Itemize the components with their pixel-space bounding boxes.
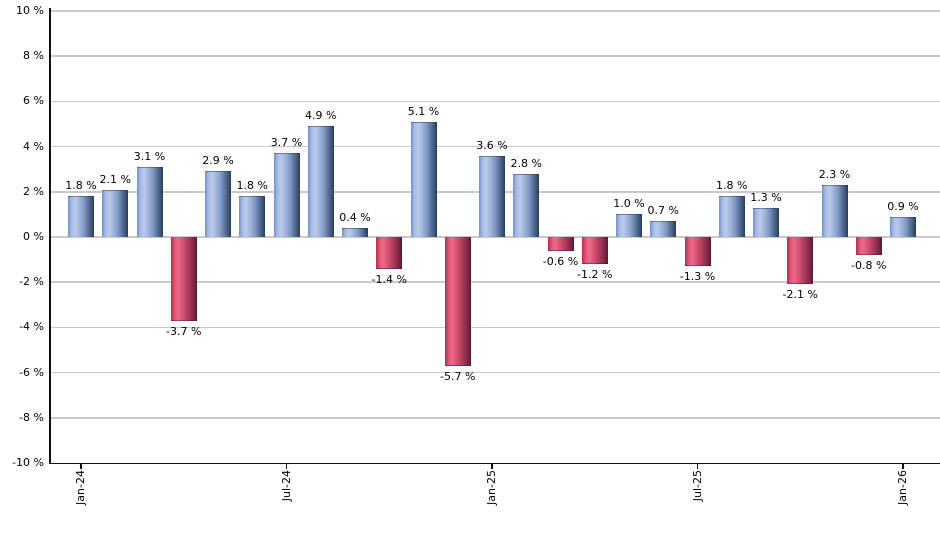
bar-value-label: -0.6 %	[542, 254, 579, 268]
y-axis-tick-label: -6 %	[19, 365, 44, 379]
x-axis-tick	[902, 463, 904, 469]
bar-positive	[307, 126, 334, 237]
bar-positive	[239, 196, 266, 237]
bar-value-label: 1.3 %	[750, 190, 782, 204]
bar-value-label: 2.9 %	[202, 154, 234, 168]
bar-positive	[136, 166, 163, 237]
bar-value-label: 2.8 %	[510, 156, 542, 170]
bar-value-label: -5.7 %	[440, 369, 476, 383]
bar-value-label: 4.9 %	[305, 109, 337, 123]
bar-value-label: -0.8 %	[851, 259, 887, 273]
x-axis-tick	[80, 463, 82, 469]
x-axis-tick	[696, 463, 699, 469]
y-axis-tick-label: 10 %	[16, 4, 44, 17]
y-axis-tick-label: -4 %	[19, 320, 44, 334]
x-axis-tick-label: Jul-24	[279, 470, 293, 502]
bar-value-label: 2.3 %	[818, 168, 851, 182]
bar-positive	[821, 185, 848, 237]
gridline	[49, 417, 940, 419]
bar-positive	[616, 214, 642, 237]
bar-positive	[102, 189, 129, 237]
bar-value-label: 3.6 %	[476, 138, 508, 152]
y-axis-tick-label: -10 %	[12, 456, 44, 469]
bar-value-label: 1.0 %	[613, 197, 645, 211]
bar-negative	[444, 237, 471, 366]
gridline	[49, 10, 940, 12]
bar-value-label: 1.8 %	[65, 179, 97, 193]
bar-positive	[479, 155, 505, 237]
bar-negative	[581, 237, 608, 265]
x-axis-baseline	[49, 462, 940, 464]
bar-value-label: 3.7 %	[270, 136, 303, 150]
gridline	[49, 371, 940, 374]
bar-value-label: 0.9 %	[887, 199, 919, 213]
bar-value-label: 5.1 %	[407, 104, 440, 118]
bar-value-label: 1.8 %	[716, 179, 748, 193]
y-axis-tick-label: 8 %	[23, 49, 44, 63]
bar-value-label: 0.4 %	[339, 210, 371, 224]
gridline	[49, 281, 940, 283]
y-axis-tick-label: 0 %	[23, 230, 44, 243]
bar-negative	[855, 237, 882, 256]
bar-positive	[753, 207, 779, 237]
bar-value-label: -1.4 %	[371, 272, 407, 286]
x-axis-tick-label: Jul-25	[690, 470, 704, 502]
x-axis-tick	[491, 463, 493, 469]
bar-negative	[787, 237, 814, 285]
gridline	[49, 326, 940, 329]
y-axis-tick-label: 2 %	[23, 184, 44, 198]
bar-positive	[205, 171, 231, 237]
y-axis-tick-label: -8 %	[19, 410, 44, 424]
x-axis-tick-label: Jan-24	[74, 470, 87, 505]
gridline	[49, 100, 940, 103]
bar-value-label: -3.7 %	[166, 324, 202, 338]
bar-positive	[273, 153, 300, 237]
bar-value-label: 0.7 %	[647, 204, 679, 218]
y-axis-tick-label: 4 %	[23, 139, 44, 153]
bar-value-label: -1.3 %	[679, 270, 716, 284]
bar-positive	[410, 121, 437, 237]
bar-negative	[547, 237, 574, 251]
bar-negative	[376, 237, 403, 269]
gridline	[49, 145, 940, 148]
bar-positive	[650, 221, 677, 237]
bar-positive	[718, 196, 745, 237]
bar-positive	[890, 216, 916, 237]
bar-value-label: -2.1 %	[782, 288, 818, 302]
bar-value-label: 3.1 %	[133, 149, 166, 163]
x-axis-tick	[285, 463, 288, 469]
gridline	[49, 55, 940, 57]
bar-value-label: 2.1 %	[99, 172, 131, 186]
bar-positive	[342, 227, 368, 237]
gridline	[49, 236, 940, 238]
bar-value-label: -1.2 %	[577, 268, 613, 282]
bar-value-label: 1.8 %	[236, 179, 268, 193]
y-axis-tick-label: 6 %	[23, 94, 44, 108]
y-axis-line	[49, 8, 51, 464]
bar-positive	[513, 173, 540, 237]
x-axis-tick-label: Jan-25	[485, 470, 498, 505]
bar-negative	[170, 237, 197, 321]
bar-positive	[68, 196, 94, 237]
x-axis-tick-label: Jan-26	[896, 470, 909, 505]
y-axis-tick-label: -2 %	[19, 275, 44, 289]
bar-negative	[684, 237, 711, 267]
